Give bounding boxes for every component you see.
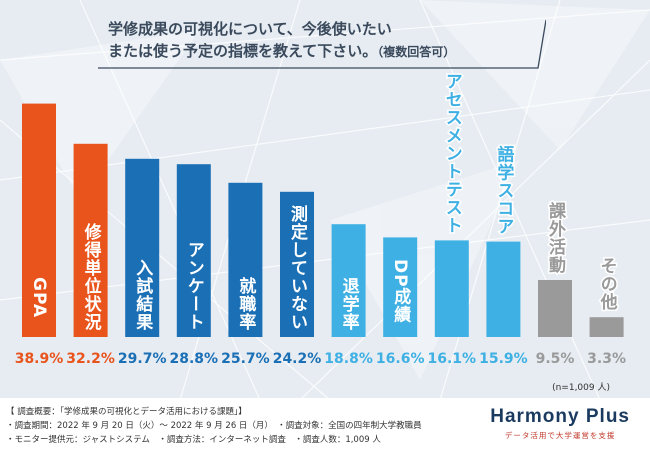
value-label-4: 25.7%: [221, 351, 270, 367]
category-label-6: 退学率: [339, 277, 360, 331]
bar-6: [331, 224, 366, 337]
value-label-0: 38.9%: [15, 351, 64, 367]
survey-method: ・モニター提供元：ジャストシステム ・調査方法：インターネット調査 ・調査人数：…: [6, 435, 381, 445]
category-label-4: 就職率: [235, 276, 256, 331]
category-label-3: アンケート: [184, 241, 205, 331]
bar-3: [176, 164, 211, 337]
bar-0: [22, 103, 56, 337]
title-note: （複数回答可）: [377, 45, 456, 59]
value-label-7: 16.6%: [376, 351, 425, 367]
bar-7: [383, 237, 418, 337]
title-line-2: または使う予定の指標を教えて下さい。（複数回答可）: [108, 40, 455, 63]
bar-11: [589, 317, 624, 337]
category-label-5: 測定していない: [287, 204, 308, 331]
category-label-7: DP成績: [390, 259, 411, 324]
value-label-1: 32.2%: [66, 351, 115, 367]
bar-5: [280, 191, 314, 337]
value-label-3: 28.8%: [170, 351, 219, 367]
category-label-0: GPA: [29, 277, 49, 318]
brand-tagline: データ活用で大学運営を支援: [504, 431, 616, 440]
bar-4: [228, 182, 263, 337]
sample-size-note: (n=1,009 人): [552, 383, 610, 393]
bar-10: [538, 280, 572, 337]
category-label-8: アセスメントテスト: [442, 72, 463, 234]
footer: 【 調査概要：「学修成果の可視化とデータ活用における課題」】 ・調査期間：202…: [0, 398, 650, 450]
value-label-9: 15.9%: [479, 351, 528, 367]
brand-name: Harmony Plus: [490, 406, 630, 427]
category-label-2: 入試結果: [132, 259, 153, 331]
value-label-11: 3.3%: [587, 351, 626, 367]
bar-9: [486, 241, 521, 337]
value-label-2: 29.7%: [118, 351, 167, 367]
category-label-9: 語学スコア: [493, 145, 514, 236]
category-label-1: 修得単位状況: [81, 222, 103, 331]
value-label-8: 16.1%: [428, 351, 477, 367]
category-label-11: その他: [597, 257, 619, 311]
value-label-5: 24.2%: [273, 351, 322, 367]
bar-1: [73, 143, 108, 337]
brand-logo: Harmony Plus データ活用で大学運営を支援: [490, 406, 630, 441]
value-label-6: 18.8%: [324, 351, 373, 367]
survey-period: ・調査期間：2022 年 9 月 20 日（火）～ 2022 年 9 月 26 …: [6, 421, 422, 431]
bar-2: [125, 158, 160, 337]
title-line-1: 学修成果の可視化について、今後使いたい: [108, 20, 392, 38]
bar-8: [434, 240, 469, 337]
category-label-10: 課外活動: [545, 201, 566, 274]
value-label-10: 9.5%: [536, 351, 575, 367]
survey-summary-heading: 【 調査概要：「学修成果の可視化とデータ活用における課題」】: [6, 407, 247, 417]
title-line-2-text: または使う予定の指標を教えて下さい。: [108, 42, 378, 60]
banner-frame: [98, 19, 546, 69]
question-banner: 学修成果の可視化について、今後使いたい または使う予定の指標を教えて下さい。（複…: [98, 16, 546, 72]
